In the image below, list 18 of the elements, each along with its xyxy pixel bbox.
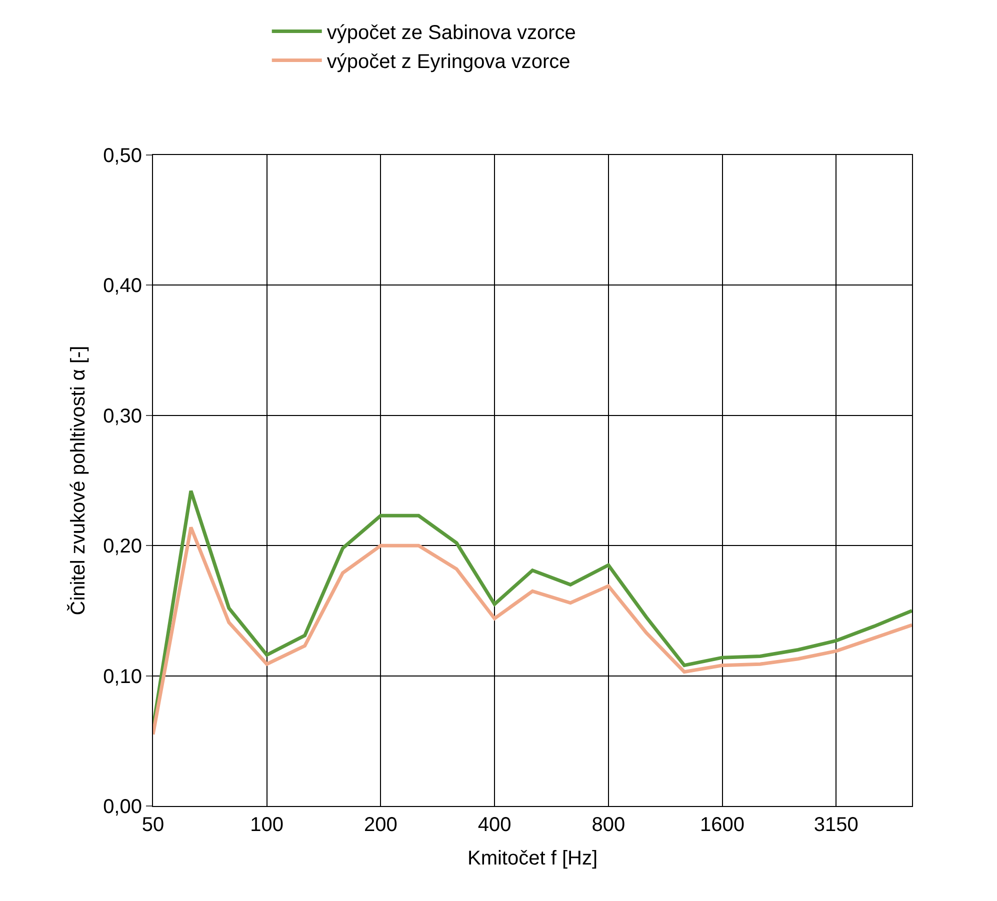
y-tick-label: 0,40 <box>103 275 142 298</box>
y-axis-title: Činitel zvukové pohltivosti α [-] <box>66 346 90 616</box>
x-tick-label: 800 <box>592 814 626 836</box>
x-tick-label: 200 <box>364 814 398 836</box>
x-tick-label: 400 <box>478 814 512 836</box>
y-tick-label: 0,20 <box>103 536 142 558</box>
x-tick-label: 50 <box>142 814 164 836</box>
line-series <box>153 526 912 736</box>
x-tick-label: 100 <box>250 814 284 836</box>
legend-label: výpočet ze Sabinova vzorce <box>326 22 576 44</box>
x-tick-label: 1600 <box>700 814 744 836</box>
legend-label: výpočet z Eyringova vzorce <box>326 51 570 74</box>
y-tick-label: 0,50 <box>103 145 142 167</box>
y-tick-label: 0,30 <box>103 405 142 428</box>
x-tick-label: 3150 <box>814 814 858 836</box>
y-tick-label: 0,00 <box>103 796 142 818</box>
x-axis-title: Kmitočet f [Hz] <box>467 848 598 870</box>
y-tick-label: 0,10 <box>103 666 142 688</box>
